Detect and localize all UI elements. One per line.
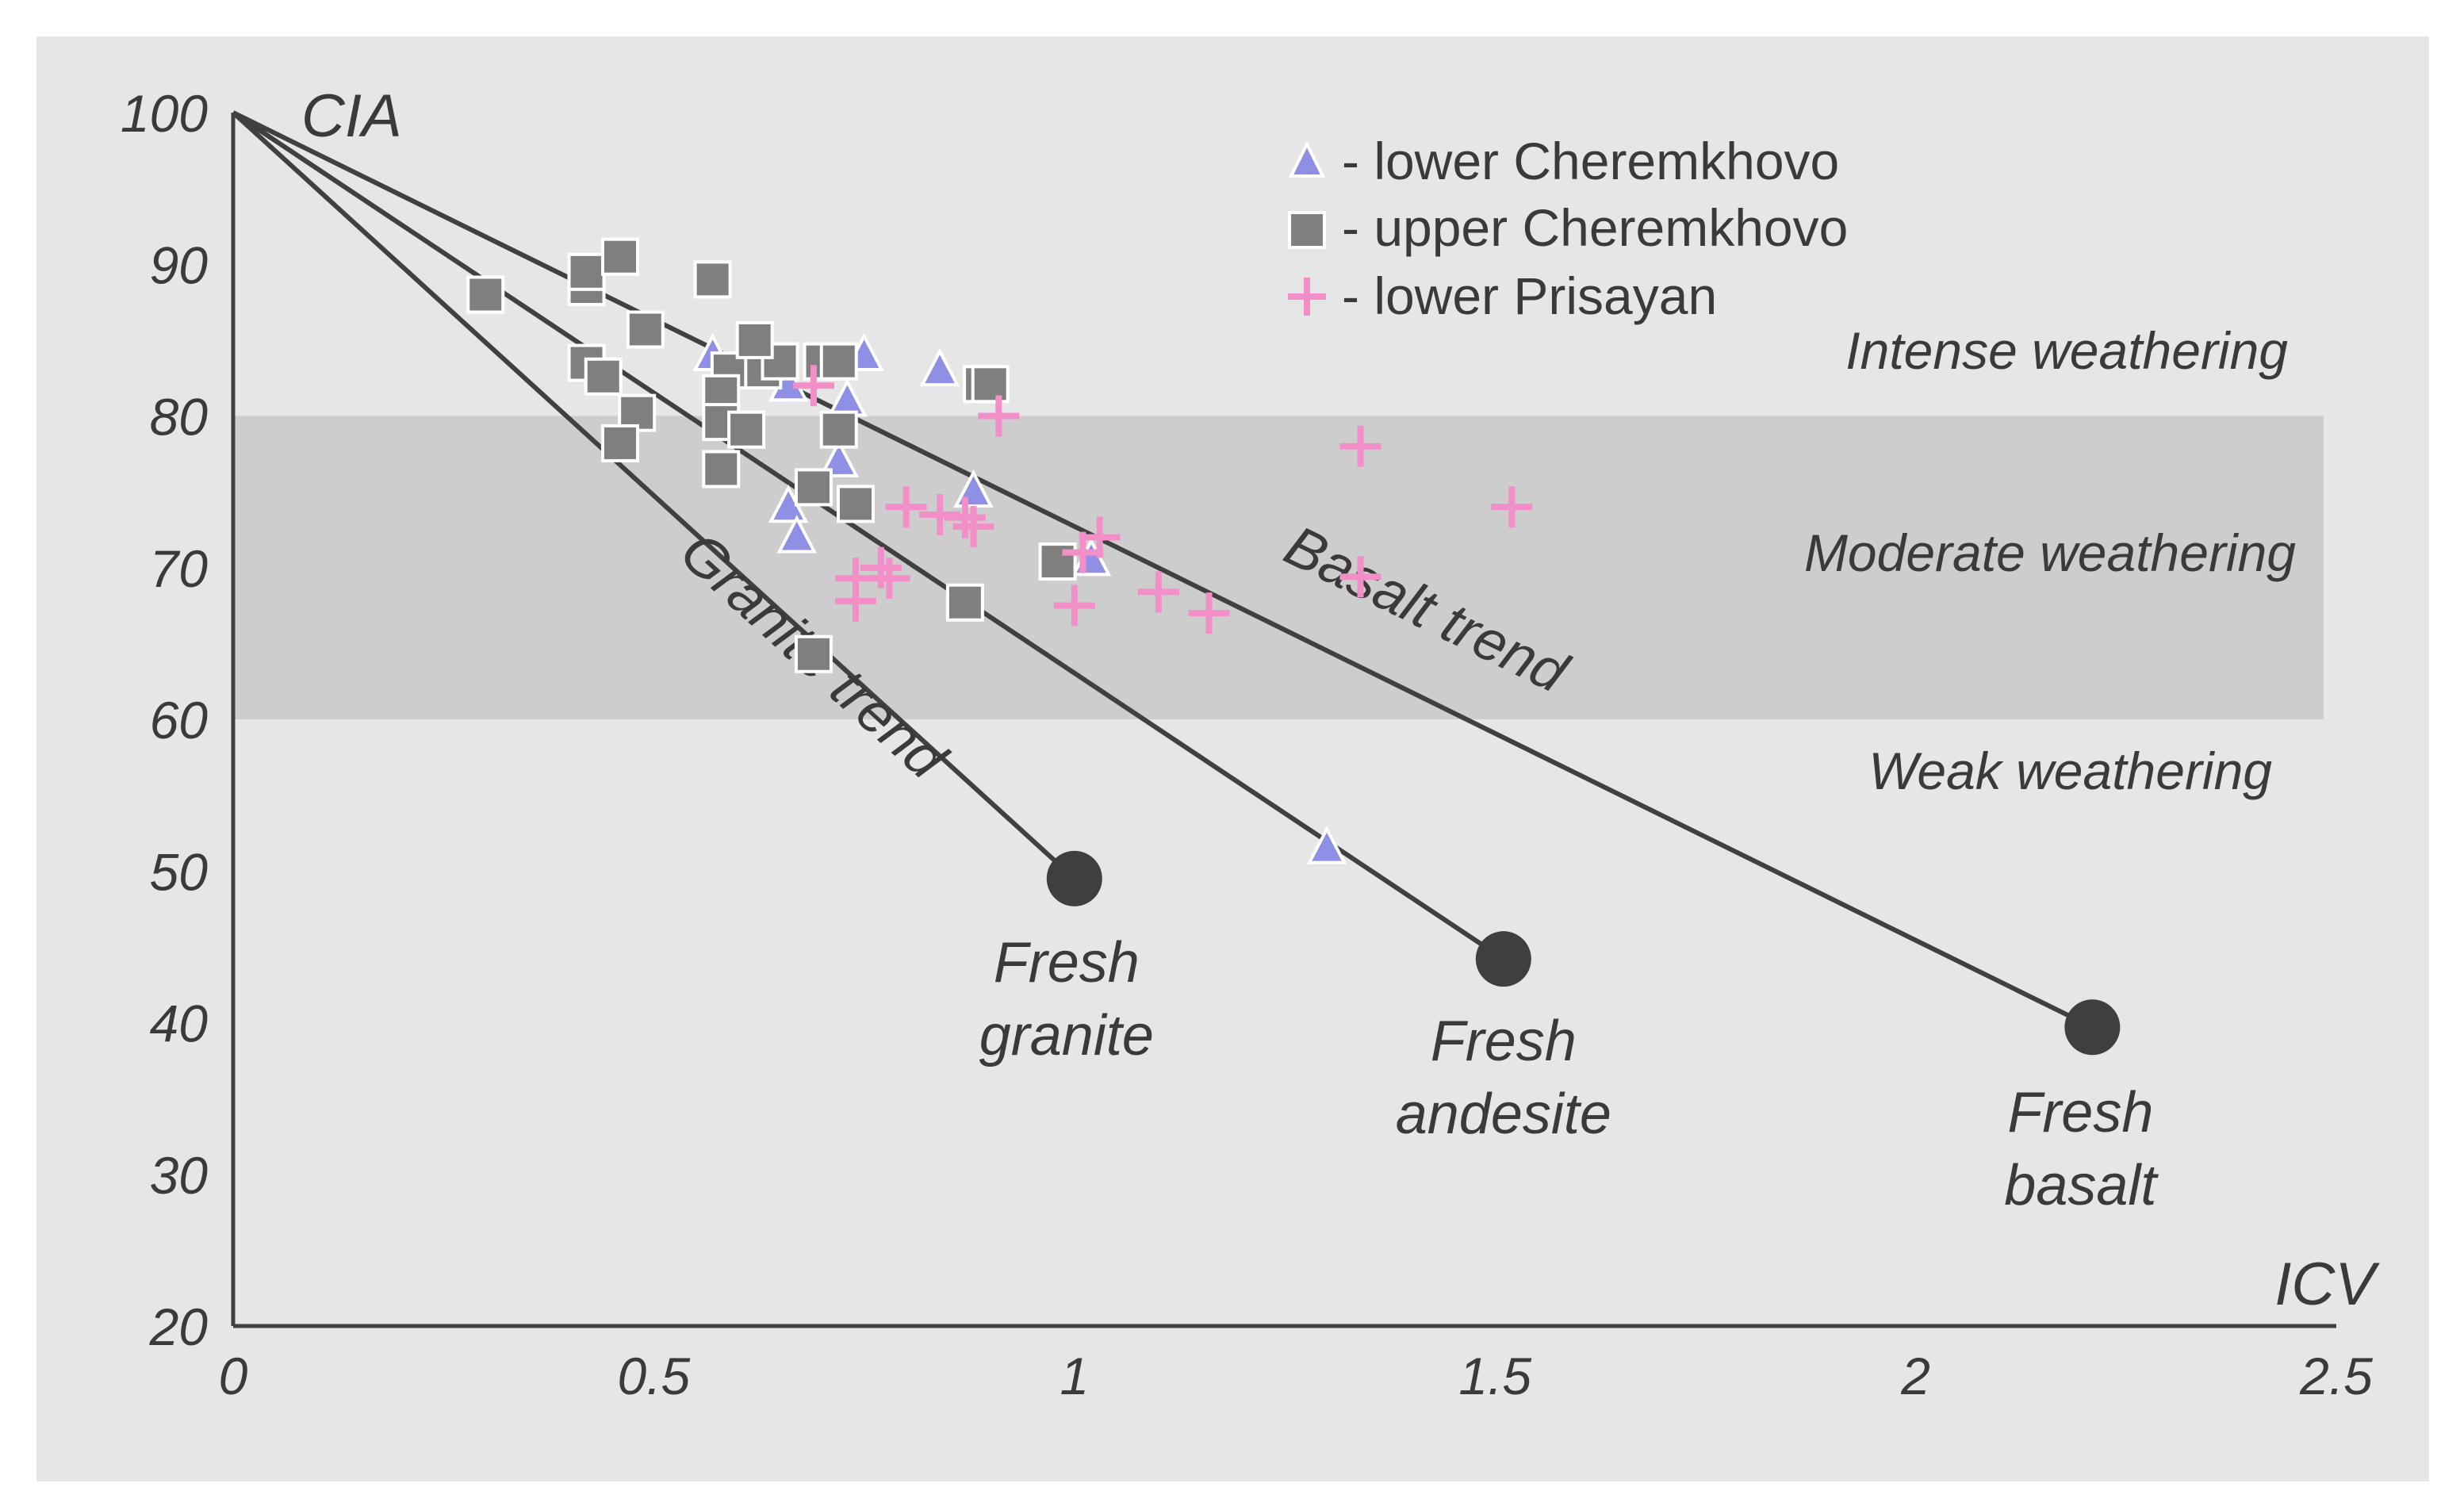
upper-cheremkhovo-point <box>600 423 639 462</box>
legend-label-upper-cheremkhovo: - upper Cheremkhovo <box>1342 198 1848 257</box>
upper-cheremkhovo-point <box>819 410 858 449</box>
upper-cheremkhovo-point <box>466 275 505 314</box>
trend-line <box>232 110 1505 961</box>
legend-plus-marker <box>1288 278 1326 316</box>
upper-cheremkhovo-point <box>600 237 639 276</box>
upper-cheremkhovo-point <box>567 252 606 291</box>
lower-prisayan-point <box>952 506 994 548</box>
y-axis-title: CIA <box>301 82 402 150</box>
upper-cheremkhovo-point <box>836 485 875 523</box>
zone-label-intense: Intense weathering <box>1845 321 2288 380</box>
lower-prisayan-point <box>1137 571 1179 613</box>
legend-square-marker <box>1288 211 1326 249</box>
plot-background <box>36 36 2429 1481</box>
upper-cheremkhovo-point <box>794 634 833 673</box>
y-tick-label: 60 <box>150 691 209 749</box>
upper-cheremkhovo-point <box>693 260 732 299</box>
x-tick-label: 1 <box>1060 1347 1089 1405</box>
y-tick-label: 80 <box>150 388 209 446</box>
weathering-zones <box>233 416 2324 719</box>
legend-triangle-marker <box>1288 140 1326 178</box>
lower-prisayan-point <box>978 395 1020 437</box>
endpoint-label-line2: basalt <box>2004 1154 2159 1217</box>
zone-label-moderate: Moderate weathering <box>1804 523 2296 582</box>
y-tick-label: 50 <box>150 842 209 901</box>
upper-cheremkhovo-point <box>971 365 1010 404</box>
zone-labels: Intense weathering Moderate weathering W… <box>1804 321 2296 800</box>
lower-cheremkhovo-point <box>818 439 860 477</box>
zone-label-weak: Weak weathering <box>1868 742 2272 800</box>
y-tick-label: 70 <box>150 539 209 598</box>
lower-prisayan-point <box>885 486 927 528</box>
endpoint-label-line2: granite <box>979 1004 1154 1067</box>
lower-prisayan-point <box>792 365 834 407</box>
lower-prisayan-point <box>834 580 876 622</box>
x-axis-title: ICV <box>2274 1251 2380 1318</box>
y-tick-label: 30 <box>150 1146 209 1205</box>
x-tick-label: 2 <box>1900 1347 1930 1405</box>
upper-cheremkhovo-point <box>735 320 774 359</box>
fresh-rock-endpoint <box>1046 850 1102 906</box>
lower-prisayan-point <box>1188 592 1230 634</box>
data-points <box>466 237 1533 864</box>
lower-cheremkhovo-point <box>919 347 960 387</box>
lower-prisayan-point <box>944 496 986 538</box>
upper-cheremkhovo-point <box>584 357 623 396</box>
upper-cheremkhovo-point <box>945 583 984 622</box>
trend-line <box>232 110 2094 1029</box>
legend-label-lower-prisayan: - lower Prisayan <box>1342 266 1717 325</box>
fresh-rock-endpoint <box>2064 999 2121 1056</box>
lower-cheremkhovo-point <box>1306 826 1347 864</box>
endpoint-label-line1: Fresh <box>1431 1010 1577 1073</box>
upper-cheremkhovo-point <box>819 342 858 381</box>
lower-prisayan-point <box>1053 584 1095 627</box>
x-tick-label: 1.5 <box>1458 1347 1531 1405</box>
lower-cheremkhovo-point <box>776 515 818 554</box>
x-tick-label: 0 <box>219 1347 248 1405</box>
upper-cheremkhovo-point <box>727 410 766 449</box>
lower-prisayan-point <box>1491 486 1533 528</box>
y-tick-label: 90 <box>150 236 209 294</box>
fresh-rock-endpoint <box>1475 931 1531 987</box>
lower-prisayan-point <box>1339 425 1381 467</box>
moderate-weathering-band <box>233 416 2324 719</box>
x-tick-label: 0.5 <box>618 1347 691 1405</box>
endpoint-label-line2: andesite <box>1396 1083 1611 1146</box>
endpoint-label-line1: Fresh <box>2007 1081 2153 1144</box>
lower-prisayan-point <box>1062 531 1104 573</box>
legend-label-lower-cheremkhovo: - lower Cheremkhovo <box>1342 132 1839 190</box>
axes: 100 90 80 70 60 50 40 30 200 0.5 1 1.5 2 2.5 <box>121 84 2373 1405</box>
upper-cheremkhovo-point <box>702 450 741 489</box>
lower-prisayan-point <box>1339 556 1381 598</box>
upper-cheremkhovo-point <box>794 468 833 507</box>
trend-line <box>231 110 1076 881</box>
y-tick-label: 100 <box>121 84 208 143</box>
x-tick-label: 2.5 <box>2299 1347 2373 1405</box>
y-tick-label: 20 <box>149 1297 209 1356</box>
legend: - lower Cheremkhovo - upper Cheremkhovo … <box>1288 132 1848 325</box>
lower-prisayan-point <box>868 558 910 600</box>
y-tick-label: 40 <box>150 995 209 1053</box>
endpoint-label-line1: Fresh <box>994 931 1140 995</box>
axis-titles: CIA ICV <box>301 82 2380 1318</box>
upper-cheremkhovo-point <box>626 310 665 349</box>
